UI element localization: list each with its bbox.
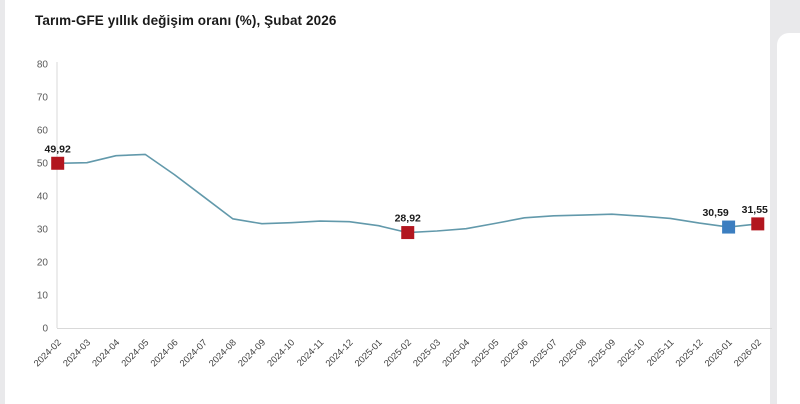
y-tick-label: 0: [42, 324, 48, 335]
marker-2026-02: [751, 217, 765, 231]
y-tick-label: 50: [37, 159, 49, 170]
x-tick-label: 2026-02: [732, 337, 763, 368]
y-tick-label: 80: [37, 60, 49, 71]
data-label-2025-02: 28,92: [395, 213, 421, 225]
marker-2025-02: [401, 226, 415, 240]
x-tick-label: 2024-10: [265, 337, 296, 368]
x-tick-label: 2024-09: [236, 337, 267, 368]
x-tick-label: 2025-01: [353, 337, 384, 368]
chart-title: Tarım-GFE yıllık değişim oranı (%), Şuba…: [35, 13, 337, 28]
x-tick-label: 2026-01: [703, 337, 734, 368]
y-tick-label: 70: [37, 93, 49, 104]
x-tick-label: 2025-12: [674, 337, 705, 368]
y-tick-label: 10: [37, 291, 49, 302]
chart-card: Tarım-GFE yıllık değişim oranı (%), Şuba…: [5, 0, 770, 404]
x-tick-label: 2025-07: [528, 337, 559, 368]
data-label-2024-02: 49,92: [45, 143, 71, 155]
x-tick-label: 2025-05: [469, 337, 500, 368]
x-tick-label: 2025-09: [586, 337, 617, 368]
x-tick-label: 2024-06: [149, 337, 180, 368]
x-tick-label: 2024-12: [324, 337, 355, 368]
x-tick-label: 2025-02: [382, 337, 413, 368]
x-tick-label: 2024-08: [207, 337, 238, 368]
data-label-2026-02: 31,55: [742, 204, 768, 216]
marker-2026-01: [722, 220, 736, 234]
x-tick-label: 2025-04: [440, 337, 471, 368]
x-tick-label: 2025-11: [645, 337, 676, 368]
adjacent-panel: [777, 33, 800, 404]
x-tick-label: 2025-08: [557, 337, 588, 368]
data-label-2026-01: 30,59: [702, 207, 728, 219]
x-tick-label: 2025-10: [615, 337, 646, 368]
y-tick-label: 40: [37, 192, 49, 203]
x-tick-label: 2024-03: [61, 337, 92, 368]
x-tick-label: 2025-06: [499, 337, 530, 368]
x-tick-label: 2024-02: [32, 337, 63, 368]
x-tick-label: 2024-04: [90, 337, 121, 368]
x-tick-label: 2025-03: [411, 337, 442, 368]
y-tick-label: 20: [37, 258, 49, 269]
y-tick-label: 60: [37, 126, 49, 137]
marker-2024-02: [51, 156, 65, 170]
y-tick-label: 30: [37, 225, 49, 236]
x-tick-label: 2024-05: [119, 337, 150, 368]
x-tick-label: 2024-11: [295, 337, 326, 368]
x-tick-label: 2024-07: [178, 337, 209, 368]
